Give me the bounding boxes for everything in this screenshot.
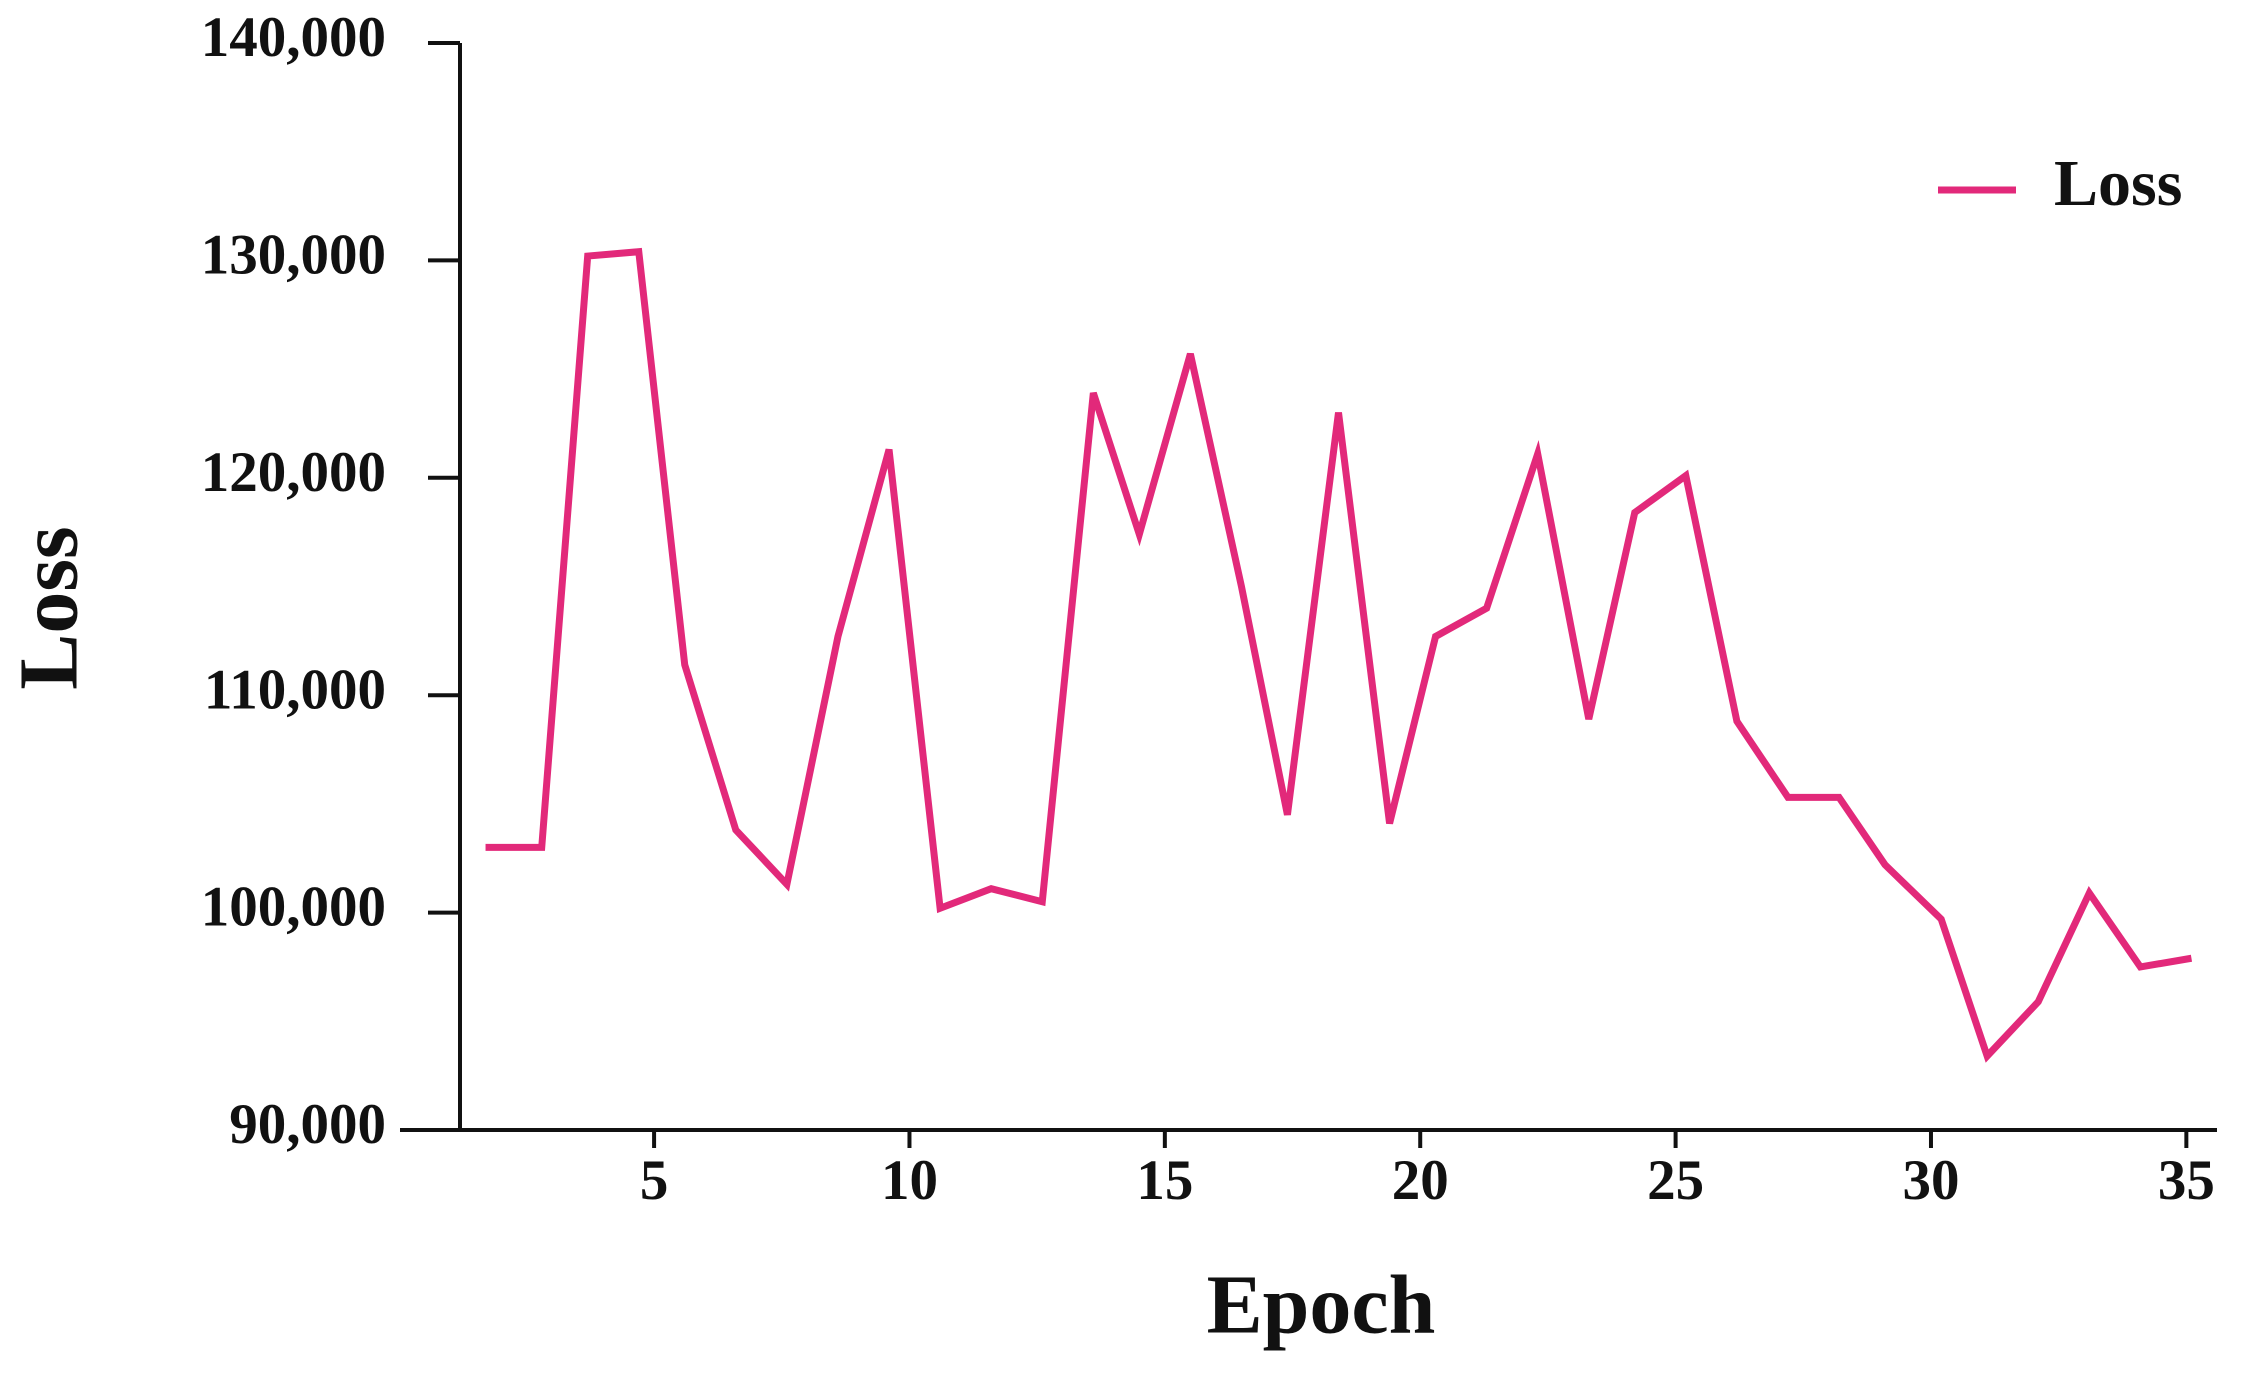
- legend-label: Loss: [2054, 147, 2182, 220]
- y-tick-label: 140,000: [201, 6, 386, 69]
- y-axis-label: Loss: [2, 526, 95, 689]
- x-tick-label: 25: [1647, 1149, 1704, 1212]
- x-tick-label: 20: [1392, 1149, 1449, 1212]
- x-tick-label: 35: [2158, 1149, 2215, 1212]
- y-tick-label: 90,000: [229, 1093, 386, 1156]
- loss-line: [485, 247, 2193, 1063]
- y-tick-label: 120,000: [201, 441, 386, 504]
- y-tick-label: 110,000: [204, 658, 386, 721]
- y-tick-label: 130,000: [201, 223, 386, 286]
- x-axis-label: Epoch: [1207, 1258, 1436, 1351]
- x-tick-label: 10: [881, 1149, 938, 1212]
- x-tick-label: 30: [1902, 1149, 1959, 1212]
- x-tick-label: 5: [640, 1149, 669, 1212]
- y-tick-label: 100,000: [201, 876, 386, 939]
- x-tick-label: 15: [1136, 1149, 1193, 1212]
